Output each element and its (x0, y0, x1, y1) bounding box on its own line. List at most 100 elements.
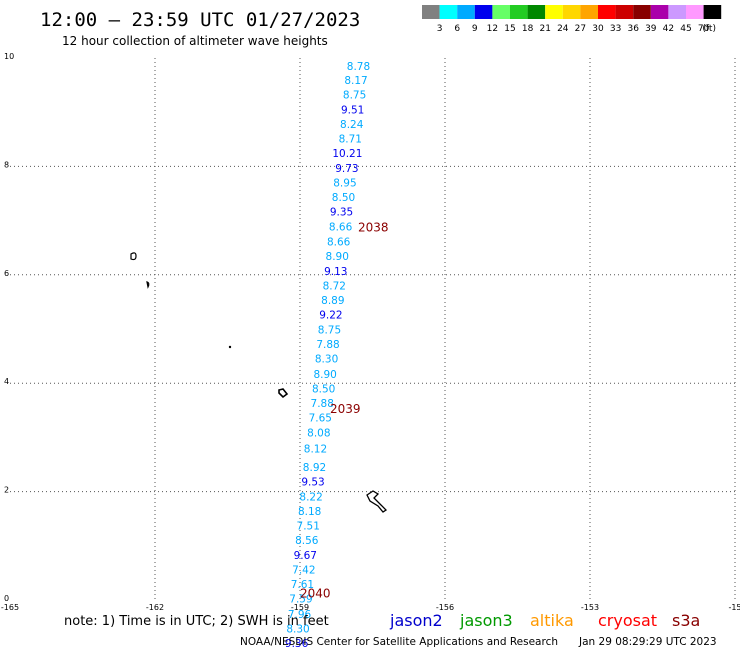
chart-title: 12:00 – 23:59 UTC 01/27/2023 (40, 9, 360, 31)
legend-label: 24 (557, 24, 569, 34)
legend-swatch (633, 5, 651, 19)
data-point-label: 8.17 (344, 75, 367, 87)
legend-swatch (492, 5, 510, 19)
data-point-label: 8.08 (307, 427, 330, 439)
color-legend: 3 6 9 12 15 18 21 24 27 30 33 36 39 42 45 70(ft) (422, 5, 722, 34)
legend-label: 45 (680, 24, 691, 34)
legend-swatch (527, 5, 546, 19)
island-shape (146, 281, 150, 289)
legend-label: 6 (454, 24, 460, 34)
legend-swatch (457, 5, 475, 19)
satellite-legend: jason2 jason3 altika cryosat s3a (389, 611, 700, 630)
legend-swatch (474, 5, 493, 19)
wave-height-values: 8.78 8.17 8.75 9.51 8.24 8.71 10.21 9.73 8.95 8.5… (285, 61, 370, 650)
legend-swatch (703, 5, 722, 19)
data-point-label: 7.42 (292, 564, 315, 576)
legend-label: 36 (627, 24, 639, 34)
island-outlines (130, 252, 388, 513)
satellite-label: s3a (672, 611, 700, 630)
island-shape (366, 490, 388, 513)
x-tick-label: -153 (581, 603, 599, 612)
legend-label: 3 (437, 24, 443, 34)
legend-label: 18 (522, 24, 534, 34)
data-point-label: 8.66 (329, 221, 353, 233)
legend-label: 15 (504, 24, 515, 34)
island-shape (278, 388, 289, 399)
legend-label: 30 (592, 24, 604, 34)
legend-swatch (422, 5, 440, 19)
legend-label: 27 (575, 24, 586, 34)
legend-swatch (598, 5, 616, 19)
data-point-label: 8.50 (332, 192, 355, 204)
legend-label: 39 (645, 24, 657, 34)
data-point-label: 8.78 (347, 61, 370, 73)
data-point-label: 7.88 (311, 398, 334, 410)
legend-swatch (439, 5, 458, 19)
data-point-label: 8.75 (343, 90, 366, 102)
legend-swatch (580, 5, 598, 19)
data-point-label: 8.90 (313, 369, 336, 381)
satellite-label: cryosat (598, 611, 657, 630)
pass-time-label: 2038 (358, 220, 389, 234)
data-point-label: 8.90 (326, 251, 349, 263)
legend-swatch (545, 5, 563, 19)
data-point-label: 8.18 (298, 506, 321, 518)
legend-label: 12 (487, 24, 498, 34)
data-point-label: 8.66 (327, 237, 351, 249)
x-tick-label: -165 (1, 603, 19, 612)
data-point-label: 8.92 (303, 462, 326, 474)
satellite-label: jason2 (389, 611, 443, 630)
pass-time-label: 2039 (330, 402, 361, 416)
legend-swatch (510, 5, 528, 19)
y-tick-label: 8 (4, 160, 9, 169)
legend-label: 9 (472, 24, 478, 34)
data-point-label: 8.24 (340, 119, 364, 131)
chart-subtitle: 12 hour collection of altimeter wave hei… (62, 34, 328, 48)
legend-label: 70 (698, 24, 710, 34)
data-point-label: 9.73 (335, 163, 358, 175)
data-point-label: 7.96 (288, 609, 312, 621)
x-tick-label: -162 (146, 603, 164, 612)
y-tick-label: 0 (4, 594, 9, 603)
satellite-label: jason3 (459, 611, 513, 630)
data-point-label: 7.61 (291, 579, 314, 591)
x-tick-label: -159 (291, 603, 309, 612)
island-shape (228, 345, 232, 349)
data-point-label: 8.12 (304, 444, 327, 456)
y-tick-label: 10 (4, 52, 14, 61)
data-point-label: 9.53 (301, 477, 324, 489)
x-tick-label: -156 (436, 603, 454, 612)
legend-label: 21 (539, 24, 550, 34)
data-point-label: 7.59 (289, 594, 312, 606)
data-point-label: 9.35 (330, 207, 353, 219)
data-point-label: 7.51 (297, 521, 320, 533)
credit-text: NOAA/NESDIS Center for Satellite Applica… (240, 636, 558, 648)
data-point-label: 8.50 (312, 383, 335, 395)
timestamp-text: Jan 29 08:29:29 UTC 2023 (578, 636, 717, 648)
data-point-label: 8.56 (295, 535, 319, 547)
data-point-label: 9.51 (341, 104, 364, 116)
data-point-label: 9.13 (324, 266, 347, 278)
data-point-label: 8.95 (333, 177, 356, 189)
x-tick-label: -15 (728, 603, 740, 612)
legend-swatch (668, 5, 686, 19)
y-tick-label: 4 (4, 377, 9, 386)
legend-unit: (ft) (702, 24, 716, 34)
pass-time-label: 2040 (300, 586, 331, 600)
data-point-label: 9.67 (294, 550, 317, 562)
data-point-label: 8.71 (339, 134, 362, 146)
data-point-label: 7.88 (316, 339, 339, 351)
satellite-label: altika (530, 611, 574, 630)
data-point-label: 8.22 (299, 491, 322, 503)
legend-label: 33 (610, 24, 621, 34)
data-point-label: 8.30 (286, 624, 309, 636)
data-point-label: 9.22 (319, 310, 342, 322)
legend-label: 42 (663, 24, 674, 34)
data-point-label: 8.30 (315, 354, 338, 366)
legend-swatch (686, 5, 704, 19)
data-point-label: 9.36 (285, 638, 309, 650)
data-point-label: 8.72 (323, 280, 346, 292)
pass-time-labels: 2038 2039 2040 (300, 220, 389, 600)
